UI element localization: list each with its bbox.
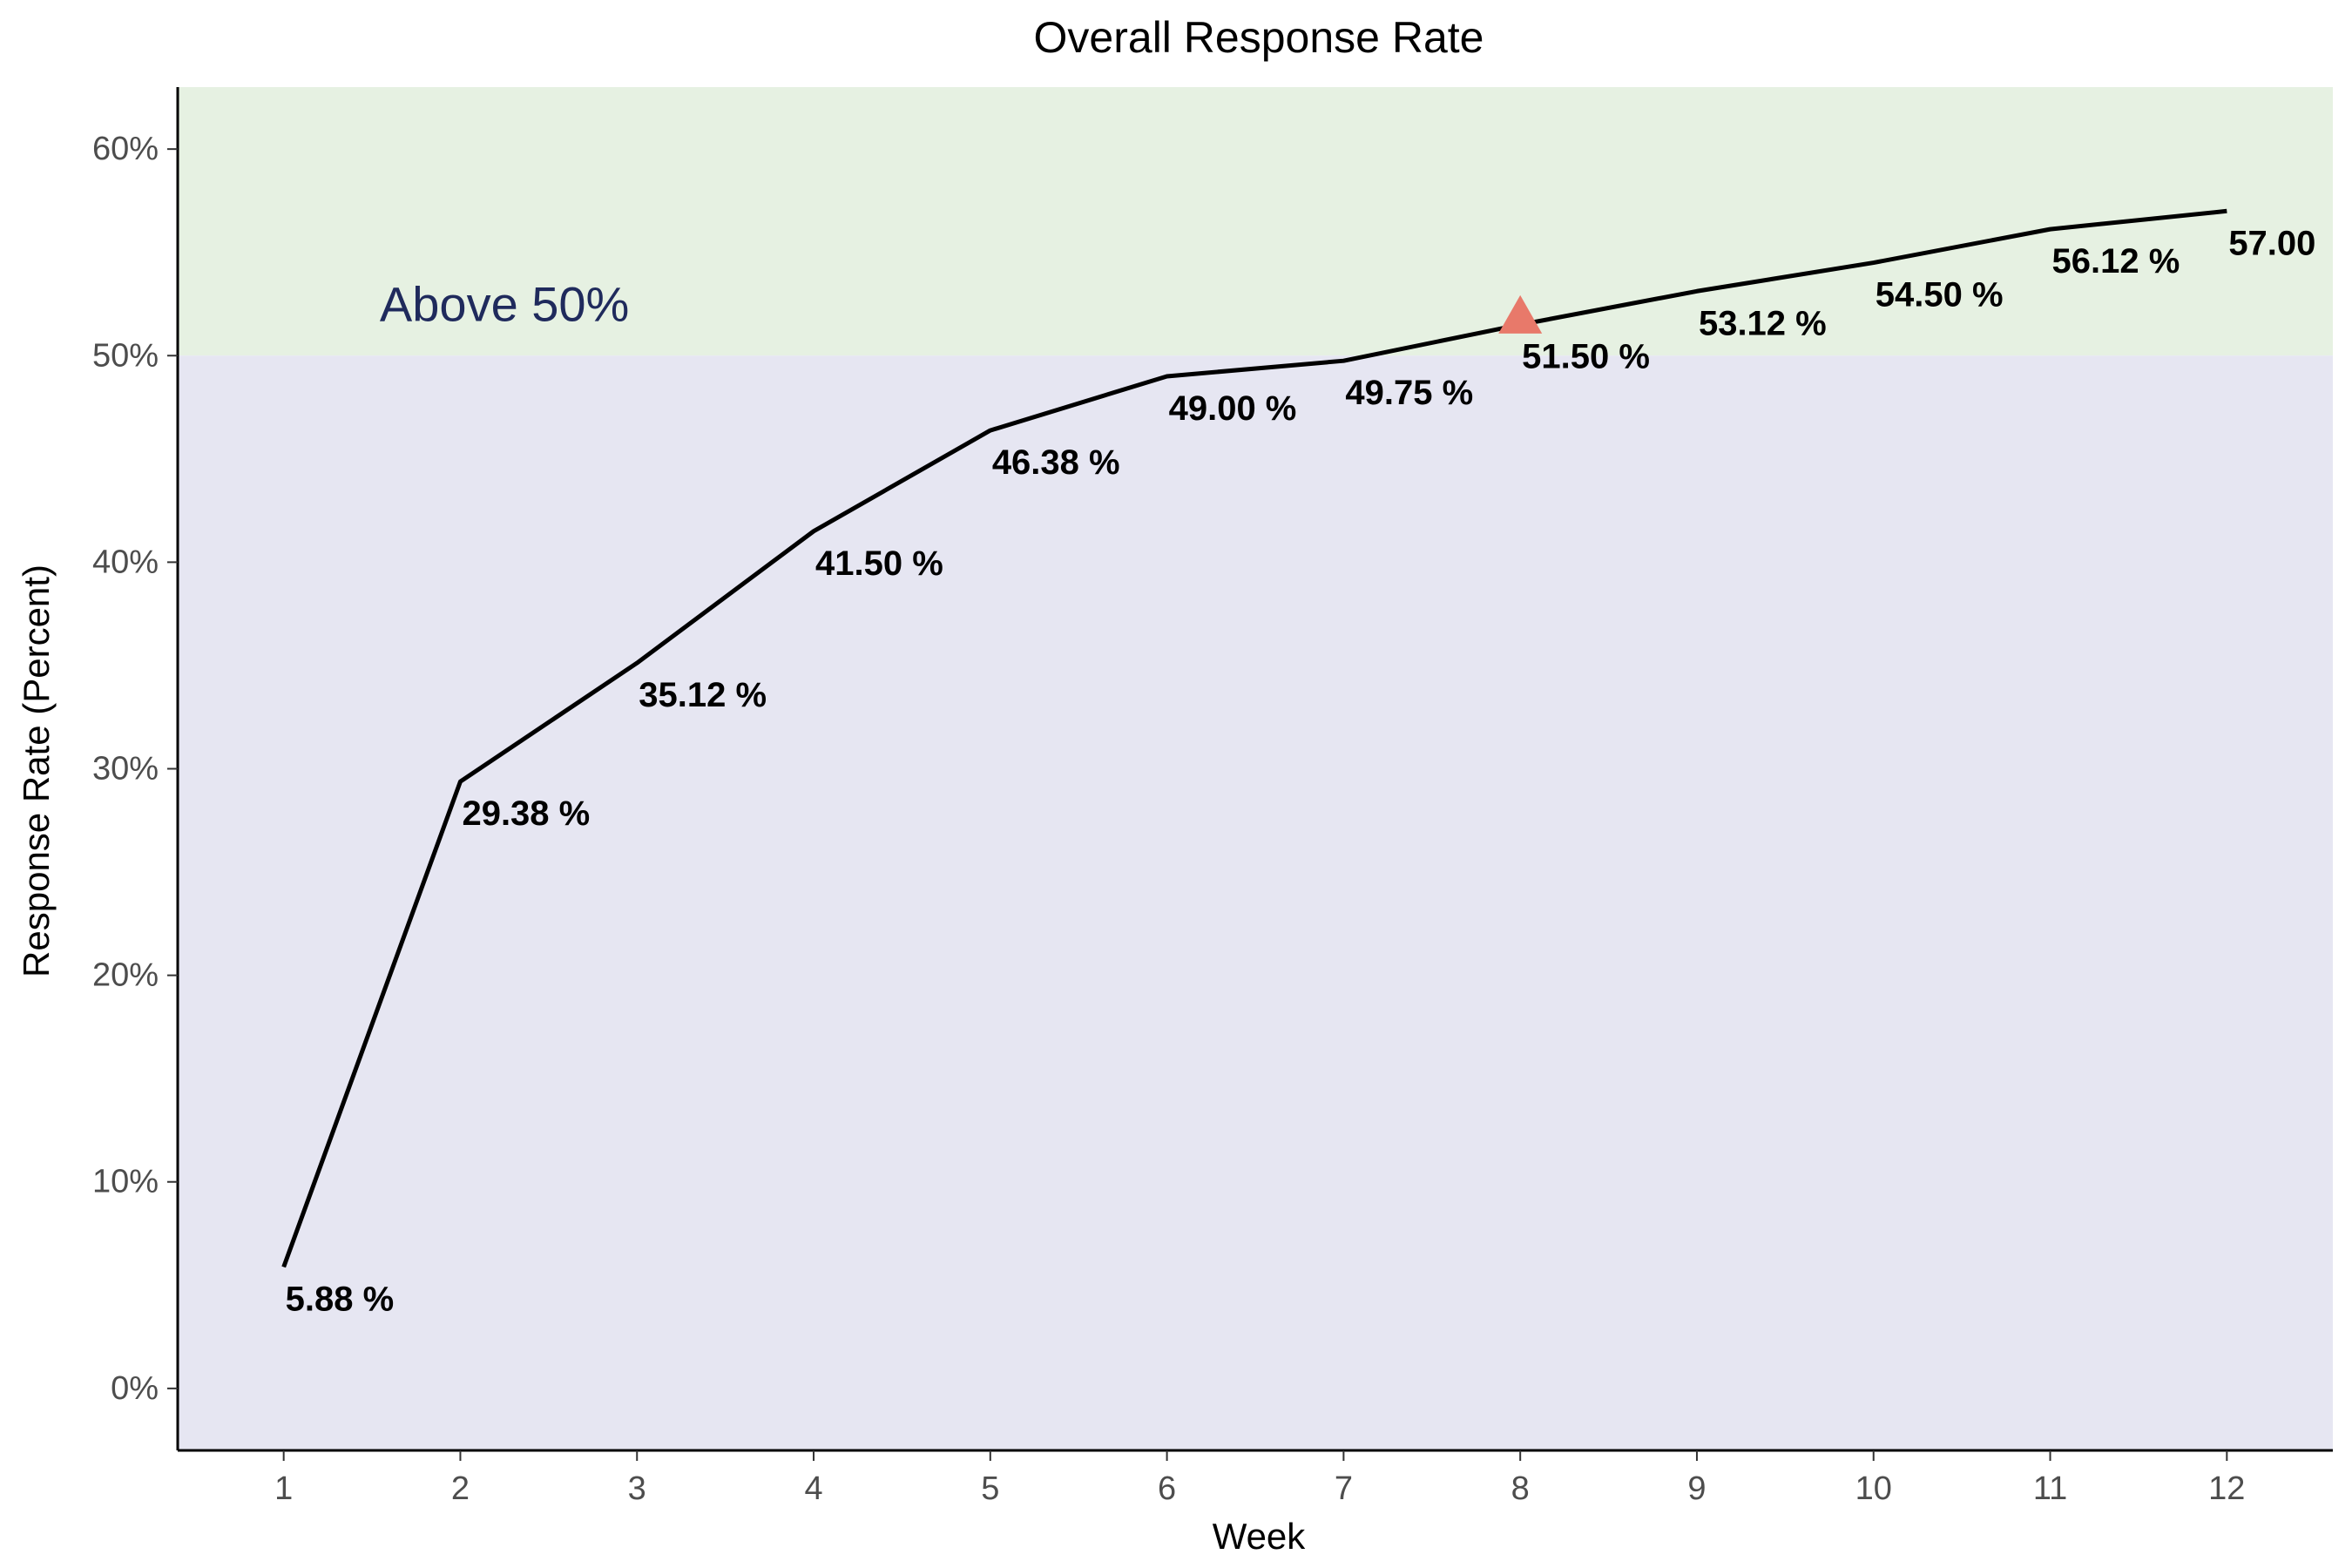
data-label: 46.38 %	[992, 443, 1120, 482]
annotation-above-50: Above 50%	[380, 276, 629, 331]
y-tick-label: 30%	[92, 751, 159, 787]
x-tick-label: 9	[1687, 1470, 1706, 1507]
data-label: 53.12 %	[1699, 304, 1827, 342]
data-label: 51.50 %	[1522, 338, 1650, 376]
data-label: 5.88 %	[286, 1280, 395, 1318]
x-tick-label: 12	[2208, 1470, 2245, 1507]
data-label: 29.38 %	[462, 794, 590, 833]
x-tick-label: 5	[981, 1470, 999, 1507]
y-tick-label: 60%	[92, 131, 159, 167]
highlight-triangle-marker	[1498, 294, 1543, 334]
x-tick-label: 2	[451, 1470, 470, 1507]
data-label: 41.50 %	[815, 544, 943, 583]
data-label: 49.00 %	[1169, 389, 1297, 428]
x-tick-label: 1	[274, 1470, 293, 1507]
x-tick-label: 3	[628, 1470, 646, 1507]
chart-title: Overall Response Rate	[1034, 13, 1484, 62]
data-label: 49.75 %	[1345, 374, 1473, 412]
series	[281, 208, 2227, 1268]
y-tick-label: 50%	[92, 337, 159, 374]
x-tick-label: 6	[1158, 1470, 1176, 1507]
data-label: 35.12 %	[639, 676, 767, 714]
band-0	[178, 87, 2333, 356]
band-1	[178, 355, 2333, 1450]
x-tick-label: 4	[804, 1470, 822, 1507]
data-label: 57.00	[2228, 224, 2315, 262]
y-axis-title: Response Rate (Percent)	[16, 564, 57, 977]
x-tick-label: 8	[1511, 1470, 1530, 1507]
x-tick-label: 10	[1855, 1470, 1892, 1507]
y-tick-label: 20%	[92, 957, 159, 994]
y-tick-label: 40%	[92, 544, 159, 580]
y-tick-label: 0%	[111, 1370, 159, 1407]
y-tick-label: 10%	[92, 1164, 159, 1200]
x-tick-label: 7	[1335, 1470, 1353, 1507]
background-bands: Above 50%	[178, 87, 2333, 1450]
x-axis-title: Week	[1213, 1516, 1307, 1557]
data-labels: 5.88 % 29.38 % 35.12 % 41.50 % 46.38 % 49.00 …	[286, 224, 2316, 1318]
x-tick-label: 11	[2033, 1470, 2067, 1507]
series-line-0	[281, 208, 2227, 1268]
data-label: 56.12 %	[2052, 242, 2180, 280]
axes: 0%10%20%30%40%50%60%1 2 3 4 5 6 7 8 9 10 11 12	[92, 87, 2333, 1507]
data-label: 54.50 %	[1876, 276, 2004, 314]
